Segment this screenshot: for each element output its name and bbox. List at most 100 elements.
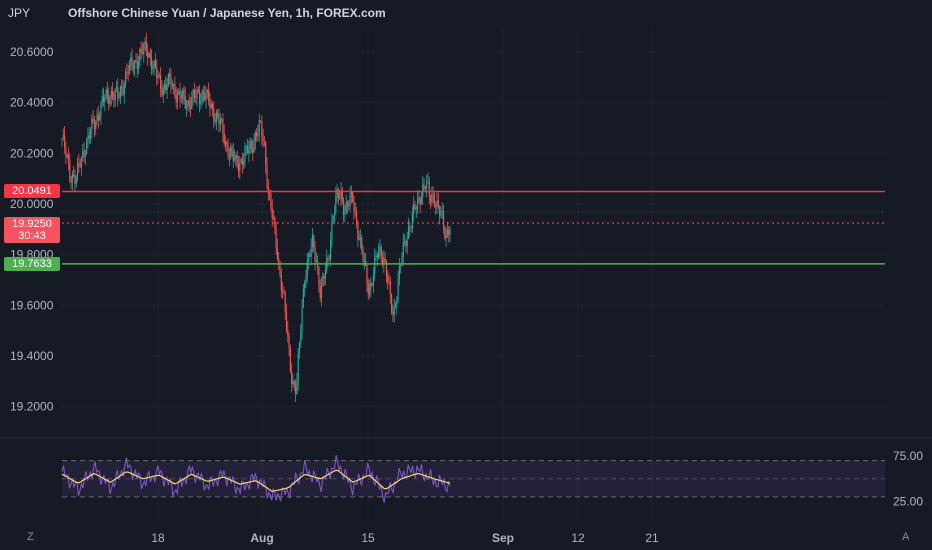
candle-body xyxy=(235,155,237,158)
countdown-badge: 30:43 xyxy=(4,229,60,243)
candle-body xyxy=(158,74,160,76)
candle-body xyxy=(449,228,451,236)
candle-body xyxy=(86,139,88,155)
candle-body xyxy=(97,114,99,121)
candle-body xyxy=(137,61,140,70)
candle-body xyxy=(80,156,83,168)
candle-body xyxy=(318,267,320,287)
candle-body xyxy=(209,101,211,109)
candle-body xyxy=(444,226,446,239)
candle-body xyxy=(339,197,341,199)
candle-body xyxy=(213,108,215,122)
candle-body xyxy=(407,226,410,239)
candle-body xyxy=(263,141,266,143)
candle-body xyxy=(358,238,360,241)
candle-body xyxy=(200,100,202,104)
time-tick-label: Sep xyxy=(492,531,514,545)
candle-body xyxy=(448,230,450,236)
candle-body xyxy=(174,83,176,96)
candle-body xyxy=(114,89,116,101)
candle-body xyxy=(348,205,350,207)
candle-body xyxy=(84,154,86,157)
candle-body xyxy=(433,194,436,206)
candle-body xyxy=(437,200,439,207)
candle-body xyxy=(284,292,286,312)
chart-title: Offshore Chinese Yuan / Japanese Yen, 1h… xyxy=(68,6,386,20)
candle-body xyxy=(271,207,273,218)
candle-body xyxy=(184,95,186,109)
candle-body xyxy=(426,181,428,189)
rsi-tick-label: 25.00 xyxy=(893,494,923,508)
candle-body xyxy=(345,202,347,214)
candle-body xyxy=(324,270,327,279)
candle-body xyxy=(267,187,269,194)
candle-body xyxy=(313,235,315,248)
rsi-band-fill xyxy=(62,460,885,497)
candle-body xyxy=(323,276,325,279)
candle-body xyxy=(102,96,105,103)
price-tick-label: 19.2000 xyxy=(10,400,54,414)
horizontal-lines xyxy=(62,190,885,265)
candle-body xyxy=(179,91,181,100)
candle-body xyxy=(215,112,218,122)
candle-body xyxy=(105,89,107,99)
candle-body xyxy=(370,283,372,289)
candle-body xyxy=(397,279,399,300)
candle-body xyxy=(420,196,423,205)
candle-body xyxy=(353,202,355,212)
candle-body xyxy=(349,195,351,207)
candle-body xyxy=(122,88,124,95)
auto-scale-button[interactable]: A xyxy=(902,531,910,543)
candle-body xyxy=(298,342,301,355)
candle-body xyxy=(350,191,352,196)
candle-body xyxy=(354,211,356,212)
candle-body xyxy=(254,132,256,142)
candle-body xyxy=(265,142,267,166)
candle-body xyxy=(87,135,89,140)
candle-body xyxy=(121,86,123,89)
candle-body xyxy=(285,311,288,330)
candle-body xyxy=(167,73,170,85)
candle-body xyxy=(135,60,137,63)
candle-body xyxy=(416,198,419,210)
candle-body xyxy=(362,249,364,262)
rsi-line xyxy=(61,455,451,503)
candle-body xyxy=(62,134,64,139)
candle-body xyxy=(96,114,98,121)
support-price-badge: 19.7633 xyxy=(4,257,60,271)
candle-body xyxy=(197,89,199,94)
candle-body xyxy=(396,299,398,306)
last-price-badge: 19.9250 xyxy=(4,217,60,231)
candle-body xyxy=(328,258,330,260)
candle-body xyxy=(406,238,408,247)
candle-body xyxy=(160,74,162,89)
candle-body xyxy=(278,258,280,262)
candle-body xyxy=(269,193,271,195)
candle-body xyxy=(384,258,386,261)
candle-body xyxy=(91,118,93,130)
candle-body xyxy=(310,247,312,257)
candle-body xyxy=(315,261,317,262)
candle-body xyxy=(69,161,71,180)
candle-body xyxy=(165,84,167,91)
candle-body xyxy=(140,48,142,52)
candle-body xyxy=(294,384,297,395)
candle-body xyxy=(305,277,307,283)
candle-body xyxy=(252,147,254,153)
candle-body xyxy=(383,258,385,265)
candle-body xyxy=(67,155,70,162)
candle-body xyxy=(257,133,259,137)
candle-body xyxy=(302,288,304,308)
candle-body xyxy=(183,90,185,96)
candle-body xyxy=(445,234,447,239)
candle-body xyxy=(372,274,375,286)
candle-body xyxy=(380,246,382,256)
zoom-button[interactable]: Z xyxy=(27,531,34,543)
candle-body xyxy=(73,174,75,177)
candle-body xyxy=(280,274,282,291)
price-tick-label: 19.4000 xyxy=(10,349,54,363)
candle-body xyxy=(314,247,316,262)
candle-body xyxy=(99,117,101,121)
candle-body xyxy=(436,200,438,208)
